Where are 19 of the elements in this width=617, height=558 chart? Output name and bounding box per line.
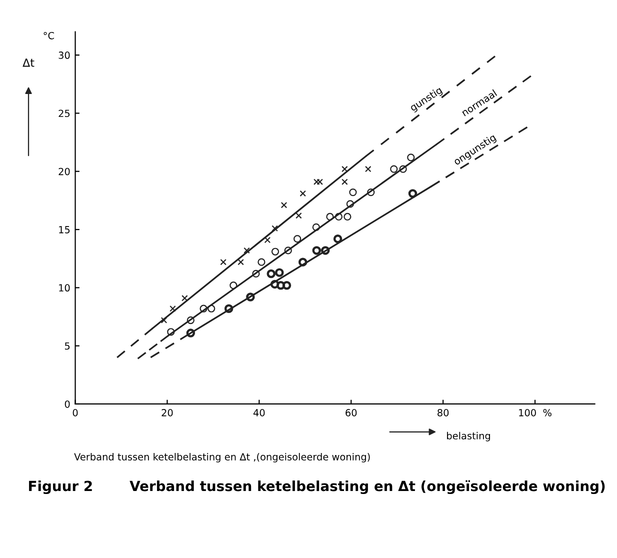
y-tick-label: 10 xyxy=(59,284,70,292)
y-tick-label: 0 xyxy=(64,400,70,408)
y-tick-label: 25 xyxy=(58,110,70,118)
y-tick-label: 20 xyxy=(58,168,70,176)
text: Verband tussen ketelbelasting en Δt ,(ongeisoleerde woning) xyxy=(74,452,370,462)
y-tick-label: 15 xyxy=(59,226,70,234)
x-tick-label: 0 xyxy=(72,409,78,416)
text: Figuur 2 xyxy=(29,480,92,494)
y-axis-title: Δt xyxy=(22,58,34,67)
x-tick-label: 100 % xyxy=(519,409,552,416)
y-tick-label: 5 xyxy=(64,342,70,350)
text: Verband tussen ketelbelasting en Δt (ongeïsoleerde woning) xyxy=(130,480,605,494)
x-tick-label: 40 xyxy=(253,409,265,416)
x-axis-title: belasting xyxy=(447,432,490,442)
x-tick-label: 60 xyxy=(346,409,357,416)
x-tick-label: 20 xyxy=(162,409,173,416)
y-tick-label: 30 xyxy=(58,52,70,59)
x-tick-label: 80 xyxy=(438,409,449,416)
text: °C xyxy=(44,32,54,40)
